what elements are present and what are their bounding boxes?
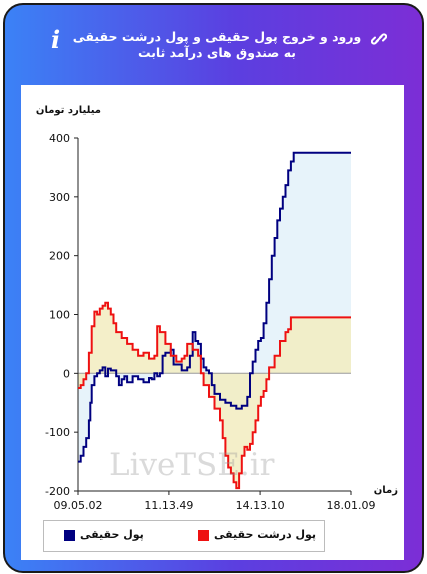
y-tick-label-3: 100: [49, 309, 70, 322]
y-tick-label-1: 300: [49, 191, 70, 204]
legend: پول حقیقی پول درشت حقیقی: [43, 520, 325, 552]
series-fill-1: [78, 302, 351, 489]
y-axis-label: میلیارد تومان: [36, 105, 101, 116]
legend-swatch-0: [198, 530, 209, 541]
legend-swatch-1: [64, 530, 75, 541]
chart-title: ورود و خروج پول حقیقی و پول درشت حقیقی ب…: [72, 29, 362, 60]
link-icon[interactable]: [371, 31, 387, 47]
x-tick-label-3: 18.01.09: [327, 499, 376, 512]
y-tick-label-4: 0: [63, 367, 70, 380]
y-tick-label-0: 400: [49, 132, 70, 145]
watermark: LiveTSE.ir: [109, 447, 275, 483]
chart-card: i ورود و خروج پول حقیقی و پول درشت حقیقی…: [3, 3, 424, 573]
card-header: i ورود و خروج پول حقیقی و پول درشت حقیقی…: [5, 5, 422, 83]
series-line-1: [78, 301, 351, 490]
x-tick-label-1: 11.13.49: [144, 499, 193, 512]
legend-label-1: پول حقیقی: [80, 528, 144, 541]
x-tick-label-2: 14.13.10: [236, 499, 285, 512]
series-line-0: [78, 151, 351, 463]
info-icon[interactable]: i: [51, 25, 61, 54]
series-fill-0: [78, 152, 351, 462]
legend-label-0: پول درشت حقیقی: [214, 528, 317, 541]
y-tick-label-5: -100: [45, 426, 70, 439]
y-tick-label-6: -200: [45, 485, 70, 498]
x-axis-label: زمان: [374, 485, 398, 496]
y-tick-label-2: 200: [49, 250, 70, 263]
x-tick-label-0: 09.05.02: [54, 499, 103, 512]
